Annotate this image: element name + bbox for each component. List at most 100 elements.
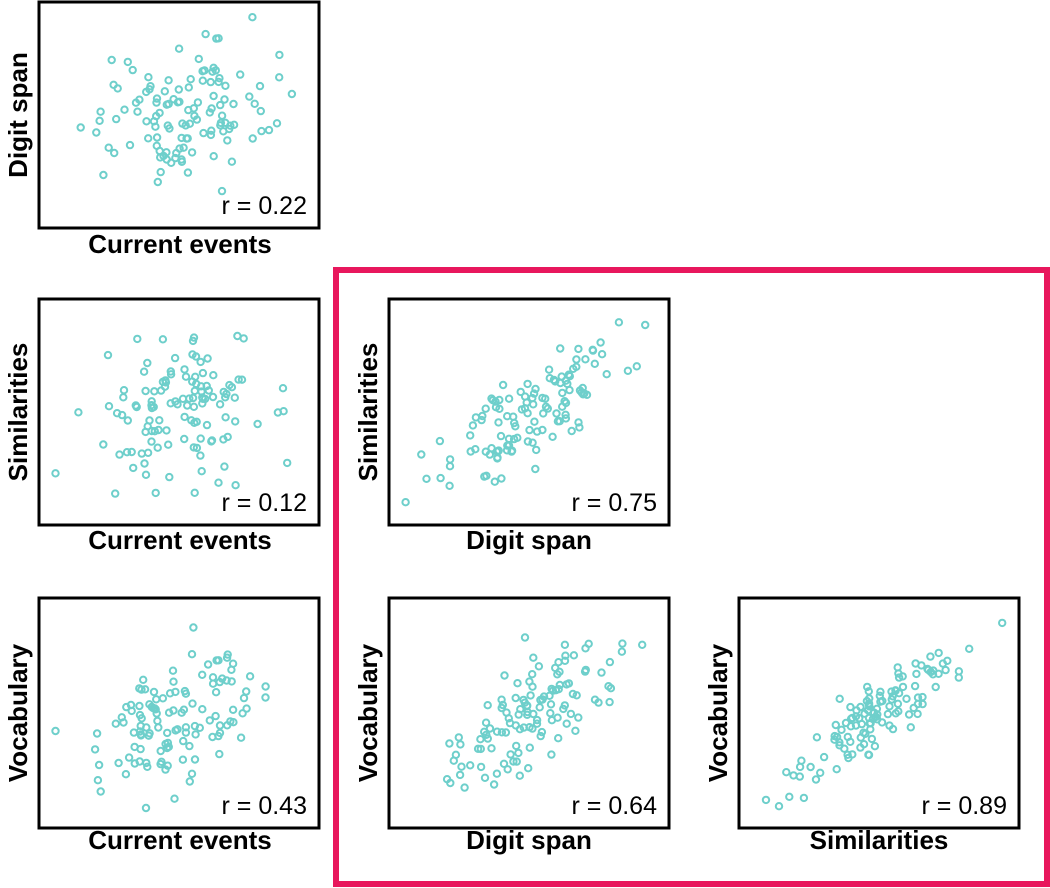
scatter-point (208, 673, 218, 682)
scatter-point (840, 744, 849, 753)
scatter-point (151, 488, 160, 498)
scatter-point (92, 128, 101, 137)
scatter-point (227, 665, 236, 674)
scatter-point (120, 105, 129, 114)
scatter-point (199, 128, 208, 138)
scatter-point (198, 368, 208, 378)
scatter-point (123, 416, 133, 425)
scatter-point (217, 186, 227, 196)
scatter-point (275, 50, 284, 60)
scatter-point (494, 418, 503, 427)
scatter-point (150, 427, 160, 436)
scatter-point (114, 758, 123, 768)
scatter-point (223, 650, 232, 659)
scatter-point (180, 365, 189, 374)
scatter-point (206, 130, 216, 140)
scatter-point (614, 318, 624, 327)
scatter-point (193, 98, 203, 107)
scatter-point (156, 386, 166, 395)
scatter-point (171, 726, 180, 735)
scatter-point (169, 95, 178, 104)
scatter-point (581, 644, 590, 653)
scatter-point (511, 693, 520, 703)
scatter-point (830, 731, 839, 741)
scatter-point (547, 750, 556, 759)
scatter-point (904, 710, 914, 719)
scatter-point (256, 106, 265, 116)
scatter-point (883, 709, 893, 719)
scatter-point (541, 402, 551, 411)
scatter-point (578, 383, 587, 393)
scatter-point (253, 419, 262, 429)
scatter-point (188, 377, 197, 386)
scatter-point (112, 114, 121, 124)
scatter-point (574, 344, 583, 354)
scatter-point (553, 670, 562, 679)
scatter-point (155, 416, 164, 425)
scatter-point (104, 143, 113, 152)
scatter-point (170, 353, 180, 363)
scatter-point (136, 744, 145, 754)
scatter-point (181, 728, 191, 737)
scatter-point (144, 731, 153, 740)
scatter-point (531, 384, 540, 394)
correlation-label: r = 0.12 (222, 489, 307, 517)
scatter-point (163, 728, 172, 738)
scatter-point (229, 120, 239, 130)
scatter-point (278, 384, 288, 393)
scatter-point (215, 400, 225, 409)
scatter-point (225, 124, 234, 134)
scatter-point (169, 706, 178, 715)
scatter-point (865, 719, 874, 728)
scatter-point (571, 726, 580, 735)
scatter-point (538, 695, 547, 704)
scatter-point (119, 718, 128, 727)
scatter-point (530, 417, 539, 426)
scatter-point (534, 662, 544, 671)
scatter-point (552, 409, 561, 418)
scatter-point (152, 133, 162, 142)
scatter-point (480, 472, 489, 481)
scatter-point (133, 107, 142, 116)
scatter-point (492, 769, 502, 778)
scatter-point (526, 691, 535, 700)
scatter-point (160, 87, 170, 96)
scatter-point (139, 675, 148, 684)
scatter-point (216, 100, 225, 110)
scatter-point (422, 474, 431, 483)
scatter-point (111, 489, 120, 498)
scatter-point (149, 687, 159, 697)
scatter-point (473, 744, 483, 753)
scatter-point (151, 705, 160, 714)
scatter-point (590, 359, 599, 368)
scatter-point (261, 682, 270, 691)
scatter-point (832, 765, 841, 774)
scatter-point (192, 115, 202, 124)
scatter-point (194, 54, 204, 64)
scatter-point (501, 728, 511, 737)
scatter-point (211, 688, 221, 697)
scatter-point (141, 803, 151, 813)
scatter-point (492, 727, 502, 736)
scatter-point (455, 770, 465, 780)
scatter-point (227, 677, 236, 686)
scatter-point (517, 405, 527, 414)
scatter-point (816, 768, 825, 777)
scatter-panel-ce-sim: r = 0.12 Current events Similarities (3, 297, 321, 555)
scatter-point (283, 458, 292, 468)
scatter-point (171, 687, 180, 697)
scatter-point (965, 644, 974, 653)
scatter-point (248, 134, 257, 143)
scatter-point (155, 108, 164, 118)
scatter-point (906, 723, 915, 732)
scatter-point (154, 425, 163, 435)
scatter-point (539, 409, 548, 418)
scatter-point (555, 417, 564, 426)
scatter-point (51, 726, 60, 736)
scatter-point (147, 397, 156, 406)
scatter-point (831, 720, 840, 730)
scatter-point (125, 140, 135, 150)
scatter-point (124, 753, 134, 762)
scatter-point (162, 148, 171, 157)
scatter-point (554, 734, 563, 743)
